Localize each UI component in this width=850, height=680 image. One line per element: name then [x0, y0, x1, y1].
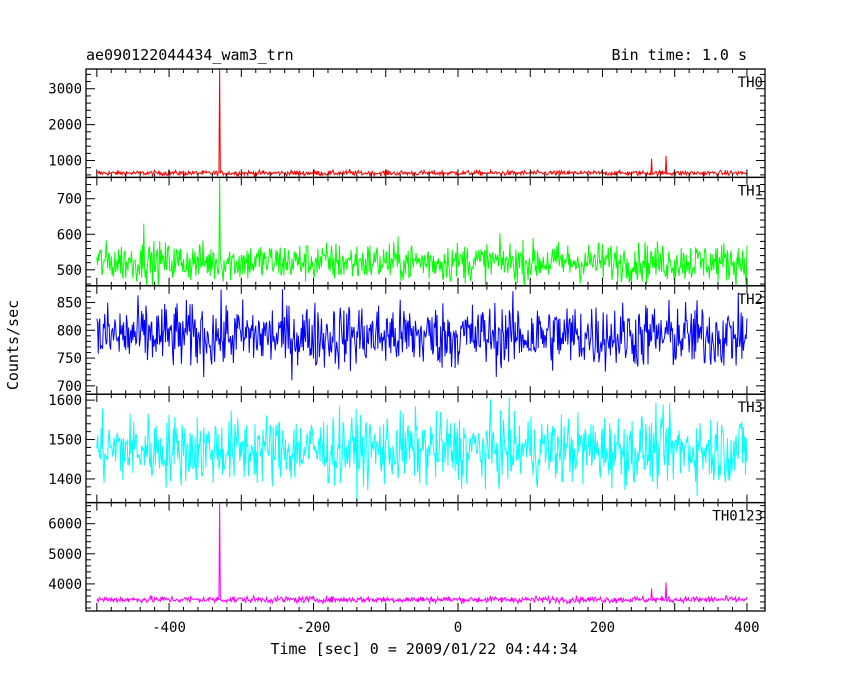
x-tick-label: -400 [152, 620, 186, 636]
y-tick-label: 500 [57, 263, 82, 279]
y-tick-label: 3000 [48, 82, 82, 98]
x-tick-label: 400 [734, 620, 759, 636]
y-axis-title: Counts/sec [4, 300, 22, 390]
y-tick-label: 1400 [48, 472, 82, 488]
panel-th1: 500 600 700 TH1 [57, 176, 766, 287]
y-tick-label: 700 [57, 379, 82, 395]
panel-frame [85, 501, 766, 612]
x-tick-label: -200 [297, 620, 331, 636]
panel-label: TH2 [738, 292, 763, 308]
y-tick-label: 600 [57, 227, 82, 243]
series-line-th0123 [96, 502, 748, 606]
y-tick-label: 6000 [48, 517, 82, 533]
y-tick-label: 700 [57, 192, 82, 208]
y-tick-label: 800 [57, 323, 82, 339]
panels-group: 1000 2000 3000 TH0 500 600 700 TH1 700 750 800 850 T… [48, 68, 766, 612]
x-axis: -400 -200 0 200 400 [152, 620, 759, 636]
series-line-th2 [96, 289, 748, 381]
panel-label: TH0123 [712, 509, 763, 525]
y-tick-label: 750 [57, 351, 82, 367]
panel-frame [85, 285, 766, 395]
panel-th2: 700 750 800 850 TH2 [57, 285, 766, 395]
panel-label: TH1 [738, 183, 763, 199]
panel-label: TH0 [738, 75, 763, 91]
y-tick-label: 5000 [48, 547, 82, 563]
y-tick-label: 850 [57, 295, 82, 311]
series-line-th0 [96, 69, 748, 178]
y-tick-label: 4000 [48, 577, 82, 593]
panel-th0: 1000 2000 3000 TH0 [48, 68, 766, 179]
panel-th0123: 4000 5000 6000 TH0123 [48, 501, 766, 612]
y-tick-label: 1500 [48, 433, 82, 449]
panel-frame [85, 68, 766, 179]
series-line-th3 [96, 397, 748, 503]
panel-th3: 1400 1500 1600 TH3 [48, 393, 766, 504]
series-line-th1 [96, 177, 748, 286]
panel-label: TH3 [738, 400, 763, 416]
y-tick-label: 1000 [48, 154, 82, 170]
y-tick-label: 2000 [48, 118, 82, 134]
bin-time-label: Bin time: 1.0 s [612, 46, 747, 64]
figure-title: ae090122044434_wam3_trn [86, 46, 294, 64]
x-tick-label: 200 [590, 620, 615, 636]
x-tick-label: 0 [454, 620, 462, 636]
x-axis-title: Time [sec] 0 = 2009/01/22 04:44:34 [270, 640, 577, 658]
y-tick-label: 1600 [48, 393, 82, 409]
